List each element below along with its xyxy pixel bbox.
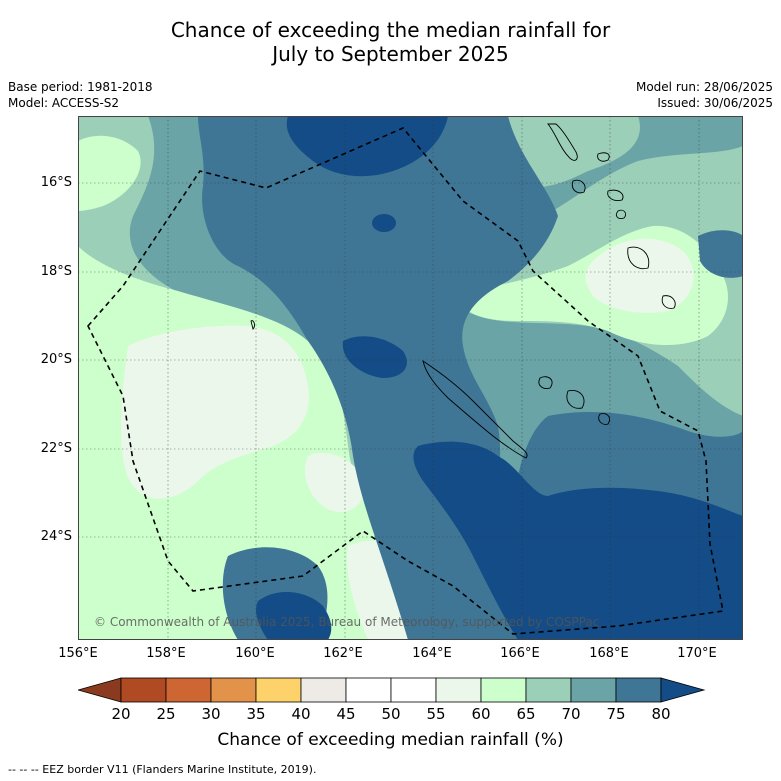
contour-80-plus-south: [413, 441, 743, 640]
meta-left: Base period: 1981-2018 Model: ACCESS-S2: [8, 79, 153, 111]
colorbar-title: Chance of exceeding median rainfall (%): [217, 730, 564, 750]
colorbar-tick-label: 20: [111, 705, 131, 723]
colorbar-cell: [570, 677, 617, 703]
colorbar-cell: [345, 677, 392, 703]
rainfall-map: © Commonwealth of Australia 2025, Bureau…: [78, 116, 743, 640]
coastline-vanuatu-2: [571, 179, 586, 194]
map-title: Chance of exceeding the median rainfall …: [0, 18, 781, 66]
colorbar-tick-label: 45: [336, 705, 356, 723]
colorbar-tick-label: 75: [606, 705, 626, 723]
issued-date: Issued: 30/06/2025: [657, 96, 773, 110]
colorbar-tick-label: 65: [516, 705, 536, 723]
lon-label-166e: 166°E: [500, 646, 540, 661]
lon-label-162e: 162°E: [323, 646, 363, 661]
lat-label-20s: 20°S: [40, 352, 72, 367]
eez-border: [87, 127, 724, 635]
contour-55-60-east: [585, 238, 694, 313]
coastline-vanuatu-4: [615, 209, 627, 219]
lat-label-24s: 24°S: [40, 529, 72, 544]
lat-label-16s: 16°S: [40, 175, 72, 190]
colorbar-tick-label: 55: [426, 705, 446, 723]
contour-80-plus-sw: [256, 591, 332, 640]
model-run: Model run: 28/06/2025: [635, 80, 773, 94]
coastline-loyalty-3: [598, 413, 611, 425]
colorbar-cell: [300, 677, 347, 703]
lon-label-158e: 158°E: [146, 646, 186, 661]
colorbar-cell: [480, 677, 527, 703]
lat-label-22s: 22°S: [40, 441, 72, 456]
coastlines: [250, 123, 676, 459]
base-period: Base period: 1981-2018: [8, 80, 153, 94]
colorbar-tick-label: 40: [291, 705, 311, 723]
coastline-vanuatu-6: [661, 295, 676, 309]
colorbar-arrow-low: [78, 677, 122, 703]
colorbar-tick-label: 35: [246, 705, 266, 723]
contour-75-80-east: [698, 230, 743, 278]
coastline-loyalty-2: [566, 390, 585, 409]
coastline-islet: [250, 320, 255, 330]
contour-65-70-north: [498, 116, 640, 188]
lon-label-164e: 164°E: [412, 646, 452, 661]
copyright-notice: © Commonwealth of Australia 2025, Bureau…: [94, 615, 599, 629]
lon-label-168e: 168°E: [589, 646, 629, 661]
colorbar-cell: [615, 677, 662, 703]
coastline-vanuatu-1: [597, 152, 610, 162]
colorbar-cell: [525, 677, 572, 703]
coastline-new-caledonia: [422, 359, 528, 459]
colorbar-cell: [120, 677, 167, 703]
meta-right: Model run: 28/06/2025 Issued: 30/06/2025: [636, 79, 773, 111]
coastline-vanuatu-5: [627, 246, 650, 270]
colorbar-cell: [390, 677, 437, 703]
colorbar-cell: [435, 677, 482, 703]
lon-label-170e: 170°E: [677, 646, 717, 661]
contour-60-65-nw: [78, 135, 141, 211]
colorbar-cell: [210, 677, 257, 703]
title-line-1: Chance of exceeding the median rainfall …: [170, 18, 611, 42]
contour-55-60-south: [304, 452, 364, 512]
colorbar-tick-label: 25: [156, 705, 176, 723]
colorbar-tick-label: 30: [201, 705, 221, 723]
title-line-2: July to September 2025: [272, 42, 509, 66]
colorbar-tick-label: 50: [381, 705, 401, 723]
colorbar: [78, 677, 706, 703]
colorbar-tick-label: 70: [561, 705, 581, 723]
colorbar-tick-label: 60: [471, 705, 491, 723]
gridlines: [78, 116, 743, 640]
map-frame: [78, 116, 743, 640]
contour-80-plus-spot: [372, 214, 396, 232]
coastline-vanuatu-north: [547, 123, 578, 161]
coastline-vanuatu-3: [607, 189, 624, 201]
colorbar-arrow-high: [660, 677, 706, 703]
lon-label-160e: 160°E: [235, 646, 275, 661]
eez-legend-footnote: -- -- -- EEZ border V11 (Flanders Marine…: [8, 763, 317, 776]
lon-label-156e: 156°E: [58, 646, 98, 661]
colorbar-cell: [255, 677, 302, 703]
contour-80-plus-center: [342, 336, 407, 378]
model-name: Model: ACCESS-S2: [8, 96, 120, 110]
coastline-loyalty-1: [538, 376, 553, 389]
colorbar-tick-label: 80: [651, 705, 671, 723]
lat-label-18s: 18°S: [40, 264, 72, 279]
colorbar-cell: [165, 677, 212, 703]
